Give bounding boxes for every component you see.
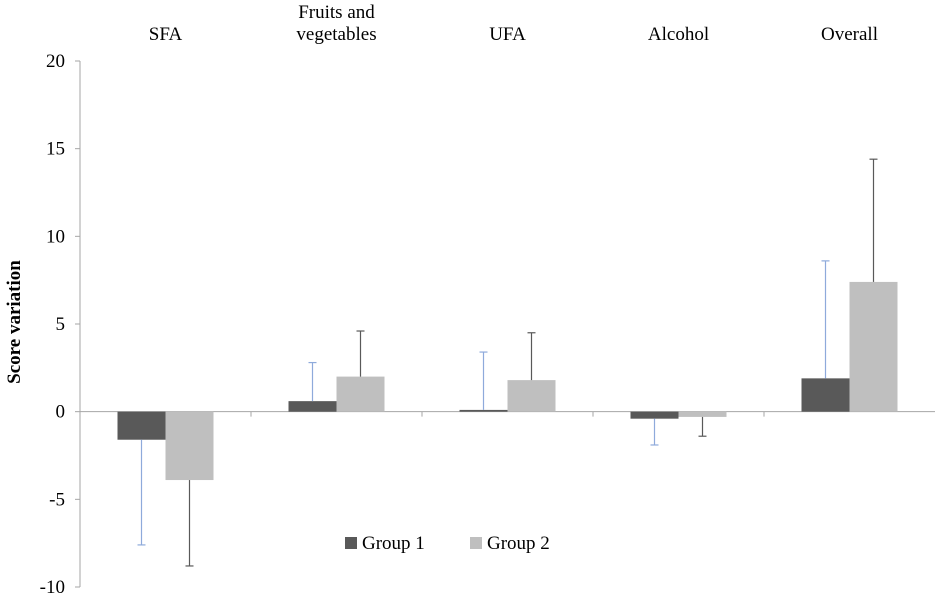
bar-group-2 bbox=[165, 411, 214, 481]
category-label: Alcohol bbox=[648, 24, 709, 45]
legend-swatch bbox=[470, 537, 482, 549]
legend-label: Group 1 bbox=[362, 533, 425, 554]
bars bbox=[117, 281, 898, 481]
bar-group-2 bbox=[507, 380, 556, 412]
y-axis: -10 -5 0 5 10 15 20 bbox=[40, 51, 81, 597]
bar-group-1 bbox=[288, 401, 337, 412]
legend: Group 1 Group 2 bbox=[345, 533, 550, 554]
bar-group-2 bbox=[336, 376, 385, 412]
y-tick-label: 20 bbox=[46, 51, 65, 72]
category-label: Fruits and vegetables bbox=[296, 2, 376, 45]
bar-group-1 bbox=[630, 411, 679, 419]
category-label-line: Overall bbox=[821, 24, 878, 45]
bar-group-1 bbox=[117, 411, 166, 440]
y-tick-label: -5 bbox=[49, 489, 65, 510]
error-bars bbox=[137, 158, 878, 567]
category-label-line: Alcohol bbox=[648, 24, 709, 45]
legend-label: Group 2 bbox=[487, 533, 550, 554]
category-label-line: Fruits and bbox=[298, 2, 375, 23]
bar-group-2 bbox=[849, 281, 898, 412]
category-label-line: vegetables bbox=[296, 24, 376, 45]
y-tick-label: 5 bbox=[56, 314, 66, 335]
y-tick-label: 15 bbox=[46, 139, 65, 160]
legend-swatch bbox=[345, 537, 357, 549]
bar-group-2 bbox=[678, 411, 727, 417]
category-label: SFA bbox=[149, 24, 183, 45]
y-tick-label: -10 bbox=[40, 577, 65, 597]
bar-group-1 bbox=[459, 409, 508, 412]
category-labels: SFA Fruits and vegetables UFA Alcohol Overall bbox=[149, 2, 878, 45]
category-label-line: UFA bbox=[489, 24, 526, 45]
bar-group-1 bbox=[801, 378, 850, 412]
y-tick-label: 10 bbox=[46, 226, 65, 247]
category-label: Overall bbox=[821, 24, 878, 45]
y-tick-label: 0 bbox=[56, 402, 66, 423]
y-axis-title: Score variation bbox=[4, 260, 25, 384]
category-label-line: SFA bbox=[149, 24, 183, 45]
category-label: UFA bbox=[489, 24, 526, 45]
